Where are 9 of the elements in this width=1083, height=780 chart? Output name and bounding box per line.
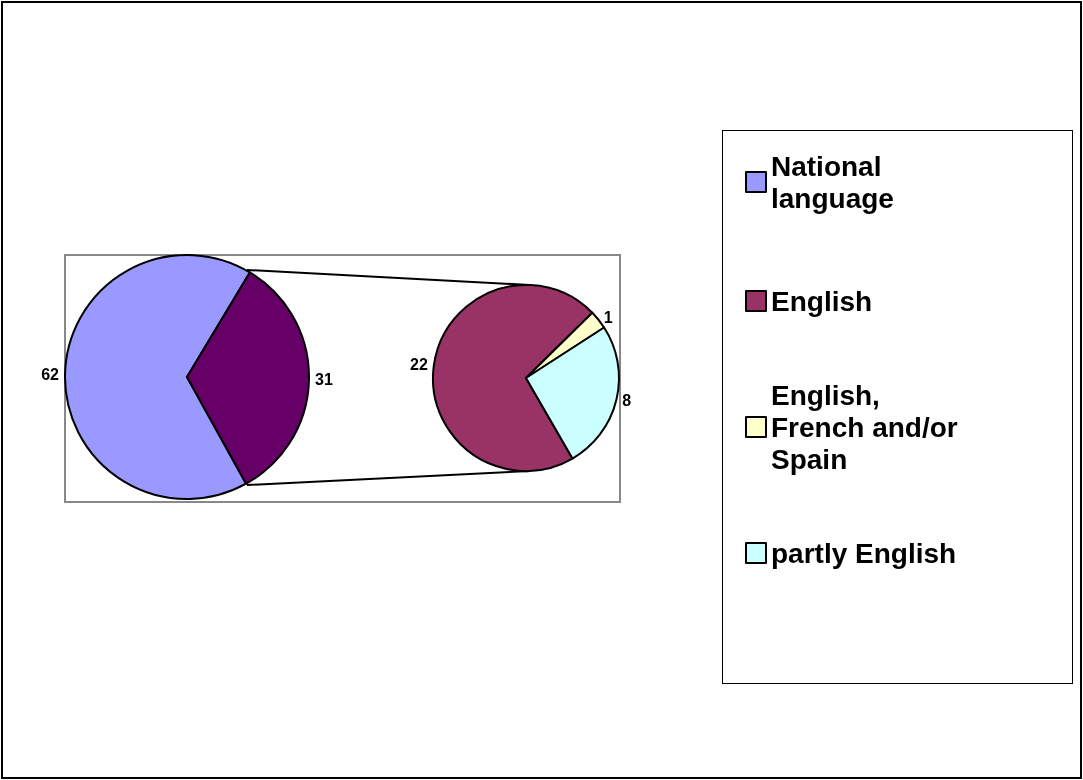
- data-label: 8: [622, 392, 632, 410]
- legend-label: National language: [771, 150, 894, 214]
- data-label: 1: [603, 308, 613, 326]
- data-label: 62: [41, 366, 60, 384]
- legend-label: English: [771, 285, 873, 317]
- data-label: 22: [410, 356, 428, 374]
- legend-label: partly English: [771, 537, 957, 569]
- data-label: 31: [314, 370, 333, 388]
- legend-label: English, French and/or Spain: [771, 379, 966, 475]
